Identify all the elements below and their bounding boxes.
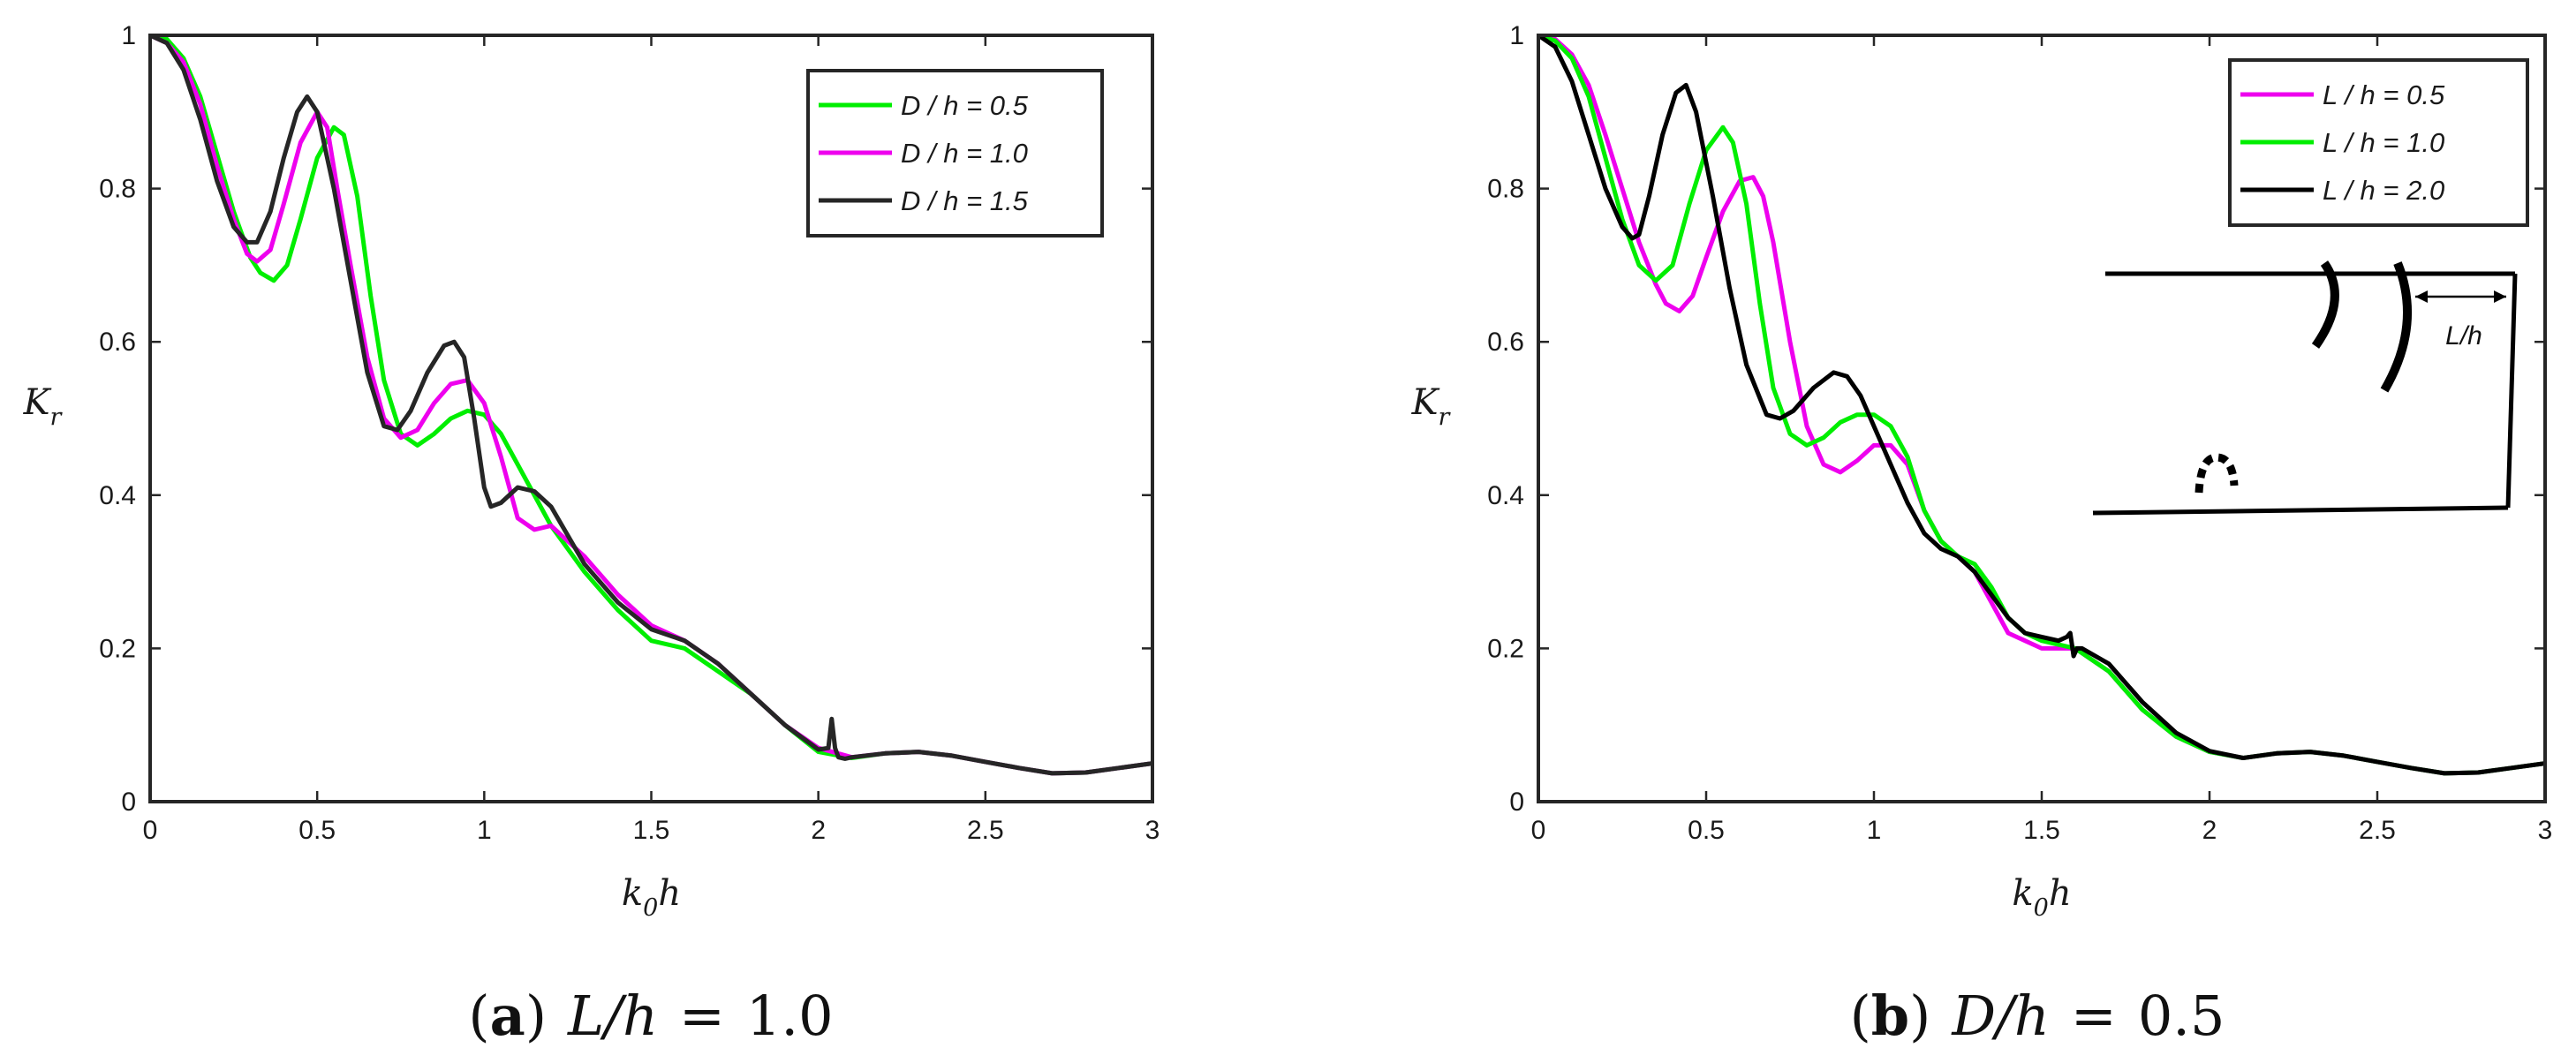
x-tick-label: 3: [1145, 816, 1160, 845]
legend-label-2: D / h = 1.0: [901, 138, 1028, 169]
legend-label-1: L / h = 0.5: [2323, 79, 2445, 110]
inset-diagram: L/h: [2092, 260, 2518, 516]
inset-dashed-arc: [2195, 453, 2239, 494]
plot-frame: [1537, 34, 2547, 803]
y-tick-label: 0: [121, 788, 136, 817]
y-axis-label: Kr: [1411, 382, 1452, 431]
x-tick-label: 1.5: [2023, 816, 2060, 845]
inset-seabed: [2092, 505, 2509, 516]
legend: D / h = 0.5 D / h = 1.0 D / h = 1.5: [806, 69, 1104, 237]
panel-b: 0 0.5 1 1.5 2 2.5 3 0 0.2 0.4 0.6 0.8 1 k0h Kr L / h = …: [1411, 21, 2553, 1048]
panel-caption: (b) D/h = 0.5: [1850, 984, 2225, 1048]
legend: L / h = 0.5 L / h = 1.0 L / h = 2.0: [2228, 58, 2529, 227]
y-tick-label: 0.2: [1487, 634, 1524, 663]
y-tick-label: 0.2: [99, 634, 136, 663]
inset-right-wall: [2505, 273, 2518, 509]
legend-label-2: L / h = 1.0: [2323, 127, 2444, 158]
plot-frame: [148, 34, 1154, 803]
y-tick-label: 1: [121, 21, 136, 50]
inset-dimension-label: L/h: [2445, 321, 2482, 351]
y-tick-label: 0.4: [99, 481, 136, 510]
panel-caption: (a) L/h = 1.0: [468, 984, 833, 1048]
x-tick-label: 1.5: [633, 816, 670, 845]
x-tick-label: 1: [1867, 816, 1882, 845]
inset-arrow-left: [2415, 290, 2428, 303]
series-lines: [1538, 35, 2545, 776]
legend-label-1: D / h = 0.5: [901, 90, 1029, 121]
y-tick-label: 0.6: [1487, 328, 1524, 357]
x-tick-label: 3: [2538, 816, 2553, 845]
legend-label-3: L / h = 2.0: [2323, 175, 2444, 206]
inset-barrier-2: [2380, 261, 2413, 393]
x-tick-label: 0.5: [1688, 816, 1725, 845]
series-lines: [150, 35, 1152, 776]
x-tick-label: 0.5: [298, 816, 336, 845]
series-line-3: [150, 35, 1152, 776]
legend-label-3: D / h = 1.5: [901, 185, 1029, 216]
x-tick-label: 2.5: [2359, 816, 2396, 845]
x-tick-label: 2: [2202, 816, 2217, 845]
y-tick-label: 0.6: [99, 328, 136, 357]
y-tick-label: 0.8: [99, 175, 136, 204]
y-tick-label: 1: [1509, 21, 1524, 50]
y-axis-label: Kr: [23, 382, 64, 431]
panel-a: 0 0.5 1 1.5 2 2.5 3 0 0.2 0.4 0.6 0.8 1 k0h Kr D / h = …: [23, 21, 1160, 1048]
x-axis-label: k0h: [622, 873, 681, 922]
y-tick-label: 0: [1509, 788, 1524, 817]
x-tick-label: 0: [143, 816, 158, 845]
inset-barrier-1: [2311, 260, 2339, 349]
x-axis-label: k0h: [2012, 873, 2071, 922]
y-tick-label: 0.4: [1487, 481, 1524, 510]
x-tick-label: 0: [1531, 816, 1546, 845]
x-tick-label: 2: [811, 816, 826, 845]
inset-arrow-right: [2494, 290, 2506, 303]
series-line-3: [1538, 35, 2545, 776]
x-tick-label: 2.5: [967, 816, 1004, 845]
x-tick-label: 1: [477, 816, 492, 845]
y-tick-label: 0.8: [1487, 175, 1524, 204]
